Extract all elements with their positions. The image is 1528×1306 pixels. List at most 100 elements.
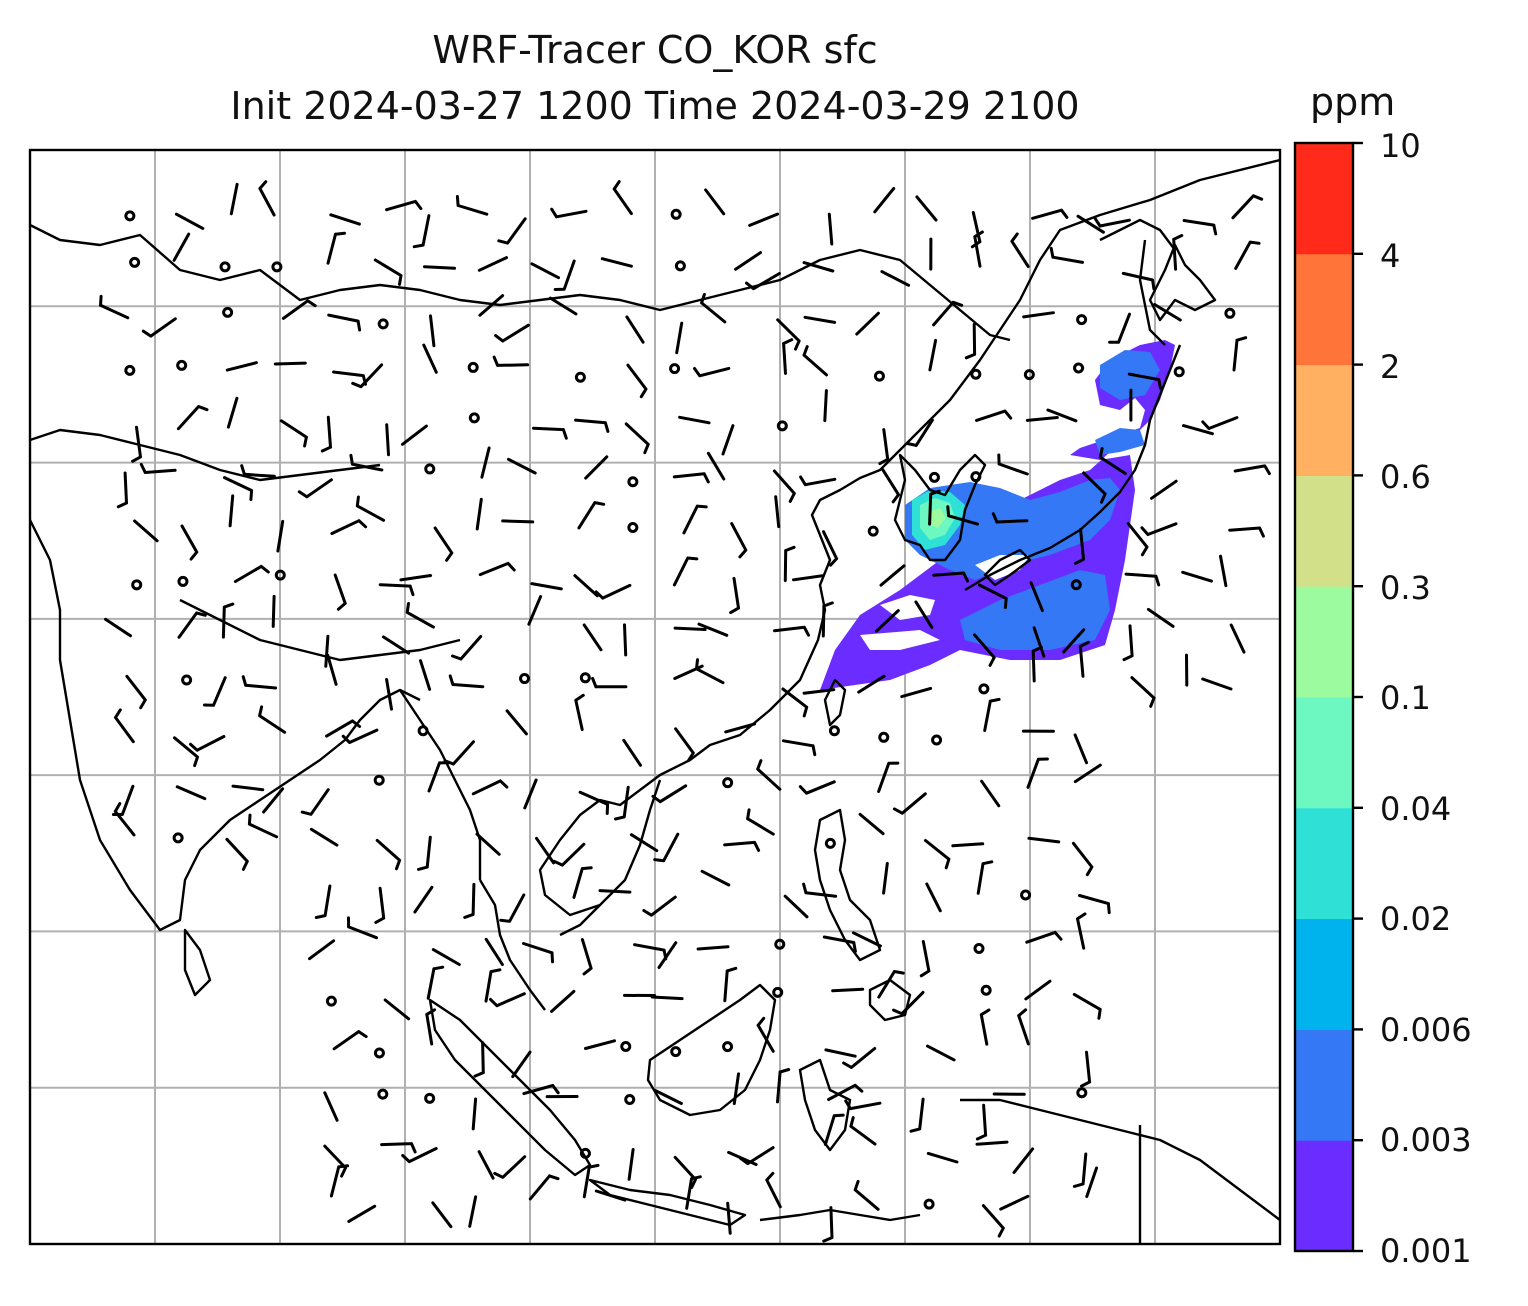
wind-barb-calm [222,306,234,318]
colorbar-tick-label: 10 [1380,127,1421,165]
wind-barb [1049,246,1084,264]
wind-barb [484,937,504,966]
colorbar-segment [1295,364,1353,476]
wind-barb [478,294,505,317]
wind-barb [228,494,235,528]
wind-barb [489,992,526,1008]
wind-barb [822,1206,834,1243]
wind-barb [1231,194,1264,220]
wind-barb [422,343,438,374]
wind-barb-calm [579,672,591,684]
wind-barb [781,739,817,757]
wind-barb [475,832,501,856]
wind-barb-calm [131,579,143,591]
wind-barb [700,869,731,887]
wind-barb-calm [373,774,385,786]
wind-barb [919,940,931,978]
wind-barb-calm [271,261,283,273]
wind-barb [857,674,886,694]
colorbar-segment [1295,586,1353,698]
plume-shelf-concentration [1095,428,1145,455]
wind-barb-calm [424,463,436,475]
wind-barb-calm [373,1047,385,1059]
wind-barb [973,230,984,268]
colorbar-segment [1295,475,1353,587]
wind-barb [1228,526,1265,538]
wind-barb [695,658,725,685]
wind-barb-calm [1023,369,1035,381]
wind-barb [729,576,740,615]
wind-barb [221,602,235,639]
wind-barb [685,1175,702,1210]
wind-barb [882,861,889,895]
wind-barb [827,1083,864,1101]
wind-barb [385,678,393,711]
colorbar-tick-label: 0.02 [1380,900,1452,938]
wind-barb-calm [124,210,136,222]
wind-barb [401,1147,438,1164]
wind-barb [532,426,568,440]
wind-barb [1172,234,1184,271]
wind-barb [892,792,927,815]
wind-barb [327,313,362,332]
wind-barb [802,261,835,273]
wind-barb [114,708,135,744]
wind-barb [991,512,1029,524]
wind-barb [309,827,339,847]
wind-barb [225,361,258,372]
wind-barb-calm [674,260,686,272]
wind-barb [523,778,538,810]
wind-barb-calm [867,525,879,537]
wind-barb [174,212,205,230]
wind-barb [594,1189,627,1202]
wind-barb [399,574,433,582]
wind-barb-calm [417,725,429,737]
wind-barb [975,409,1013,422]
wind-barb [879,564,906,587]
wind-barb [1093,216,1131,228]
wind-barb [598,889,632,894]
wind-barb [1032,626,1046,658]
wind-barb [746,808,775,836]
wind-barb [1046,408,1078,423]
wind-barb-calm [519,673,531,685]
wind-barb-calm [878,731,890,743]
wind-barb [653,832,680,863]
wind-barb [374,886,386,924]
wind-barb [774,495,781,529]
wind-barb-calm [828,725,840,737]
wind-barb [584,455,609,480]
wind-barb [271,594,276,628]
wind-barb [1201,416,1239,430]
wind-barb [431,1201,453,1229]
wind-barb [582,1163,600,1199]
wind-barb [139,462,177,474]
wind-barb-calm [722,777,734,789]
wind-barb-calm [774,938,786,950]
wind-barb [471,779,509,796]
wind-barb [530,262,560,280]
wind-barb [501,519,535,524]
wind-barb [297,478,333,499]
wind-barb [626,363,648,399]
wind-barb [378,583,415,597]
colorbar-segment [1295,697,1353,809]
wind-barb [1073,733,1088,765]
wind-barb [401,424,428,446]
wind-barb [385,199,423,212]
wind-barb [1182,424,1214,436]
wind-barb [180,524,199,561]
wind-barb [799,475,837,487]
wind-barb [530,582,563,591]
wind-barb-calm [274,569,286,581]
wind-barb [672,472,710,484]
wind-barb [349,453,384,472]
wind-barb [678,415,711,425]
wind-barb [578,790,610,815]
wind-barb [732,1072,740,1106]
wind-barb [723,840,761,852]
wind-barb [477,256,508,272]
wind-barb [355,495,386,522]
wind-barb [625,315,645,344]
